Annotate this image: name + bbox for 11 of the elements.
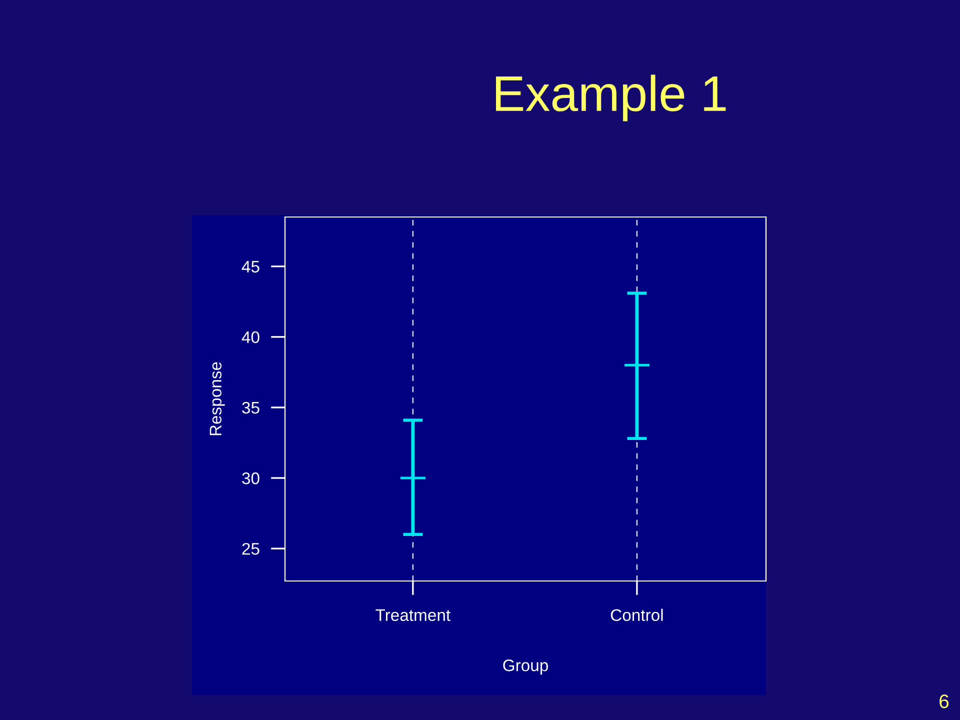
y-tick-label: 35 xyxy=(242,402,260,414)
y-tick-label: 25 xyxy=(242,542,260,555)
x-tick-label: Treatment xyxy=(376,609,450,622)
x-tick-label: Control xyxy=(610,608,663,622)
y-tick-label: 30 xyxy=(242,472,260,484)
text: 6 xyxy=(940,694,949,708)
y-tick-label: 45 xyxy=(242,260,260,273)
y-tick-label: 40 xyxy=(242,331,260,344)
chart-title: Example 1 xyxy=(496,74,726,122)
x-axis-title: Group xyxy=(503,659,548,675)
y-axis-title: Response xyxy=(210,362,225,436)
